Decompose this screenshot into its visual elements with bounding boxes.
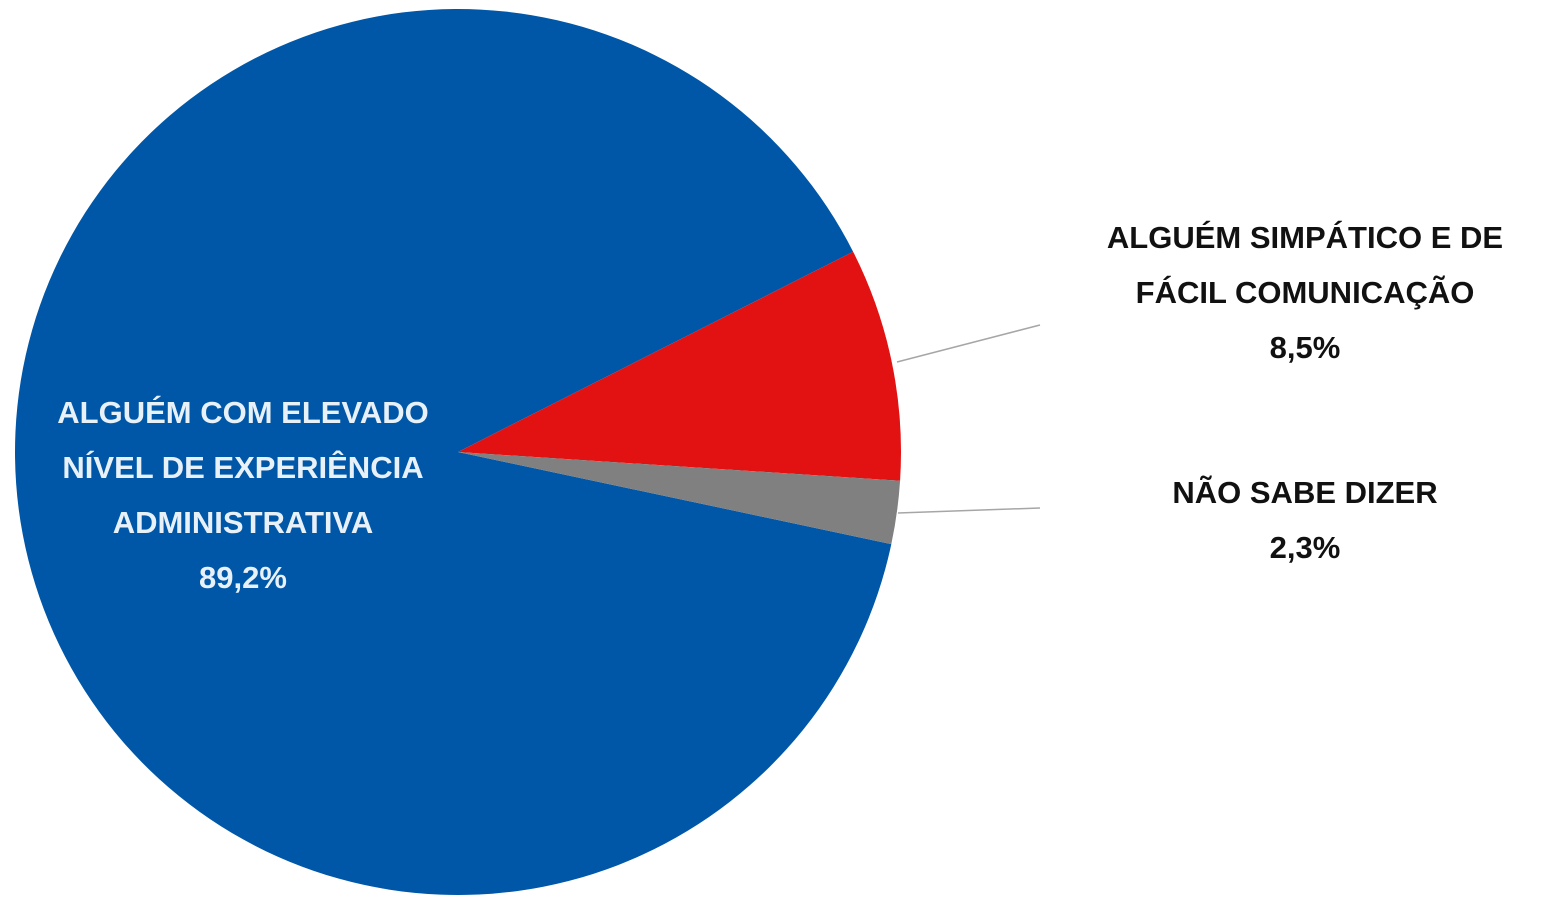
slice-label: NÃO SABE DIZER xyxy=(1172,475,1437,510)
pie-slice xyxy=(458,452,901,545)
pie-slice xyxy=(458,251,901,481)
slice-label: ALGUÉM SIMPÁTICO E DE xyxy=(1107,220,1503,255)
slice-label: ALGUÉM COM ELEVADO xyxy=(57,395,428,430)
slice-label: FÁCIL COMUNICAÇÃO xyxy=(1136,275,1475,310)
leader-line xyxy=(896,324,1041,363)
value-label: 89,2% xyxy=(199,560,287,595)
value-label: 8,5% xyxy=(1270,330,1341,365)
value-label: 2,3% xyxy=(1270,530,1341,565)
slice-label: ADMINISTRATIVA xyxy=(113,505,374,540)
slice-label: NÍVEL DE EXPERIÊNCIA xyxy=(62,449,423,485)
pie-slice xyxy=(15,9,892,896)
leader-line xyxy=(897,507,1041,514)
